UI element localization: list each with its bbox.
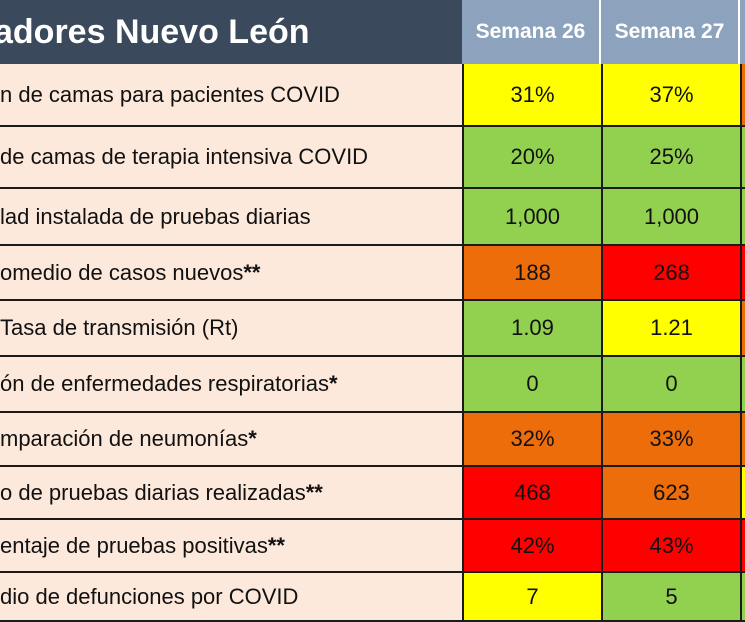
row-label: ón de enfermedades respiratorias * bbox=[0, 357, 462, 413]
row-label: de camas de terapia intensiva COVID bbox=[0, 127, 462, 189]
value-cell: 1.09 bbox=[462, 301, 601, 357]
row-label-stars: * bbox=[328, 371, 338, 396]
row-label-text: de camas de terapia intensiva COVID bbox=[0, 144, 369, 169]
row-label-text: dio de defunciones por COVID bbox=[0, 583, 299, 609]
value-cell: 623 bbox=[601, 467, 740, 520]
value-cell: 31% bbox=[462, 64, 601, 127]
next-week-cell-edge bbox=[740, 301, 745, 357]
value-cell: 188 bbox=[462, 246, 601, 301]
row-label-text: omedio de casos nuevos bbox=[0, 259, 244, 285]
row-label: mparación de neumonías * bbox=[0, 413, 462, 467]
value-cell: 25% bbox=[601, 127, 740, 189]
value-cell: 1,000 bbox=[601, 189, 740, 246]
value-cell: 43% bbox=[601, 520, 740, 573]
row-label-text: ón de enfermedades respiratorias bbox=[0, 371, 329, 396]
value-cell: 42% bbox=[462, 520, 601, 573]
week-27-header: Semana 27 bbox=[601, 0, 738, 64]
row-label-text: Tasa de transmisión (Rt) bbox=[0, 315, 239, 340]
row-label: omedio de casos nuevos ** bbox=[0, 246, 462, 301]
next-week-header-edge bbox=[740, 0, 745, 64]
next-week-cell-edge bbox=[740, 357, 745, 413]
next-week-cell-edge bbox=[740, 467, 745, 520]
row-label: dio de defunciones por COVID bbox=[0, 573, 462, 622]
value-cell: 32% bbox=[462, 413, 601, 467]
value-cell: 1,000 bbox=[462, 189, 601, 246]
value-cell: 0 bbox=[601, 357, 740, 413]
value-cell: 5 bbox=[601, 573, 740, 622]
row-label: o de pruebas diarias realizadas ** bbox=[0, 467, 462, 520]
value-cell: 33% bbox=[601, 413, 740, 467]
row-label-stars: ** bbox=[267, 532, 285, 558]
next-week-cell-edge bbox=[740, 246, 745, 301]
next-week-cell-edge bbox=[740, 520, 745, 573]
value-cell: 468 bbox=[462, 467, 601, 520]
next-week-cell-edge bbox=[740, 189, 745, 246]
next-week-cell-edge bbox=[740, 413, 745, 467]
row-label: lad instalada de pruebas diarias bbox=[0, 189, 462, 246]
value-cell: 7 bbox=[462, 573, 601, 622]
row-label-text: n de camas para pacientes COVID bbox=[0, 81, 340, 107]
row-label-text: mparación de neumonías bbox=[0, 426, 249, 451]
row-label: entaje de pruebas positivas ** bbox=[0, 520, 462, 573]
row-label-text: o de pruebas diarias realizadas bbox=[0, 479, 306, 505]
row-label-text: lad instalada de pruebas diarias bbox=[0, 203, 311, 229]
value-cell: 1.21 bbox=[601, 301, 740, 357]
row-label-stars: ** bbox=[243, 259, 261, 285]
week-26-header: Semana 26 bbox=[462, 0, 599, 64]
value-cell: 268 bbox=[601, 246, 740, 301]
row-label-stars: ** bbox=[305, 479, 323, 505]
value-cell: 0 bbox=[462, 357, 601, 413]
row-label: n de camas para pacientes COVID bbox=[0, 64, 462, 127]
table-title: adores Nuevo León bbox=[0, 0, 462, 64]
row-label-stars: * bbox=[248, 426, 257, 451]
value-cell: 37% bbox=[601, 64, 740, 127]
next-week-cell-edge bbox=[740, 573, 745, 622]
row-label-text: entaje de pruebas positivas bbox=[0, 532, 268, 558]
value-cell: 20% bbox=[462, 127, 601, 189]
next-week-cell-edge bbox=[740, 127, 745, 189]
row-label: Tasa de transmisión (Rt) bbox=[0, 301, 462, 357]
next-week-cell-edge bbox=[740, 64, 745, 127]
